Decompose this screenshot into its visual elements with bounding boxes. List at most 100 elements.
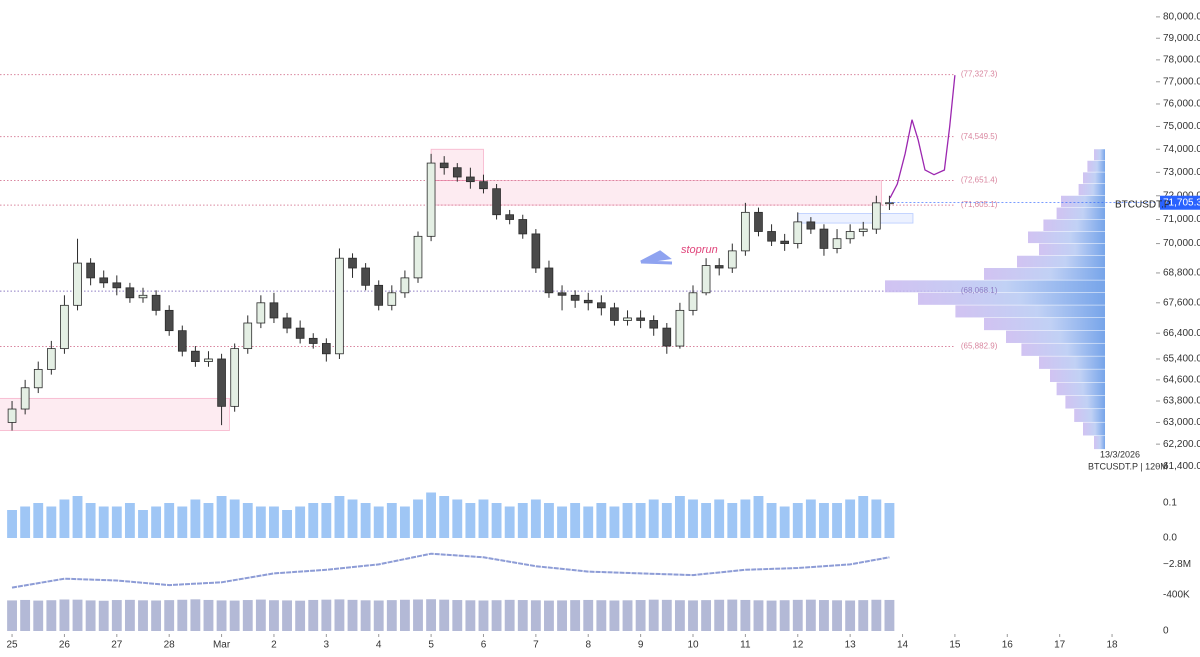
oscillator-bar	[7, 600, 17, 631]
volume-profile-bar	[1094, 149, 1105, 161]
candle-body	[426, 162, 436, 237]
candle-body	[191, 350, 200, 362]
level-label: (74,549.5)	[961, 132, 998, 141]
volume-bar	[530, 499, 541, 538]
candle-body	[217, 358, 226, 407]
x-tick-label: 27	[111, 640, 123, 651]
x-tick-label: 12	[792, 640, 804, 651]
oscillator-bar	[661, 599, 672, 631]
candle-body	[858, 228, 868, 232]
candle-body	[177, 330, 187, 352]
x-tick-label: 5	[428, 640, 434, 651]
oscillator-bar	[544, 600, 554, 631]
x-tick-label: 10	[687, 640, 699, 651]
volume-bar	[688, 499, 698, 538]
volume-bar	[282, 510, 292, 538]
oscillator-bar	[845, 600, 856, 631]
candle-body	[610, 307, 619, 321]
x-tick-label: 7	[533, 640, 539, 651]
y-tick-label: 65,400.0	[1163, 354, 1200, 365]
candle-body	[348, 257, 357, 269]
volume-bar	[413, 499, 423, 538]
oscillator-bar	[557, 600, 567, 631]
volume-bar	[72, 496, 83, 538]
candle-body	[20, 387, 30, 410]
volume-profile-bar	[984, 317, 1105, 331]
candle-body	[688, 292, 698, 311]
y-tick-label: 80,000.0	[1163, 12, 1200, 23]
volume-bar	[164, 503, 175, 538]
oscillator-bar	[819, 600, 829, 631]
oscillator-bar	[884, 599, 895, 631]
oscillator-bar	[871, 599, 882, 631]
candle-body	[466, 176, 475, 183]
x-tick-label: 9	[638, 640, 644, 651]
volume-bar	[596, 503, 607, 538]
level-label: (68,068.1)	[961, 286, 998, 295]
volume-profile-bar	[1039, 243, 1105, 256]
x-tick-label: 3	[324, 640, 330, 651]
candle-body	[479, 181, 488, 190]
candle-body	[845, 231, 855, 240]
oscillator-bar	[740, 599, 751, 631]
volume-bar	[609, 506, 620, 538]
indicator-tick-label: −2.8M	[1163, 559, 1191, 570]
x-tick-label: 17	[1054, 640, 1066, 651]
oscillator-bar	[360, 600, 371, 631]
y-tick-label: 70,000.0	[1163, 238, 1200, 249]
volume-bar	[648, 499, 659, 538]
oscillator-bar	[648, 599, 659, 631]
candle-body	[47, 348, 56, 370]
volume-bar	[557, 506, 567, 538]
volume-bar	[216, 496, 227, 538]
y-tick-label: 63,800.0	[1163, 396, 1200, 407]
y-tick-label: 71,000.0	[1163, 214, 1200, 225]
y-tick-label: 77,000.0	[1163, 76, 1200, 87]
volume-profile-bar	[1056, 207, 1105, 220]
oscillator-bar	[688, 600, 698, 631]
candle-body	[73, 262, 82, 306]
volume-bar	[229, 499, 240, 538]
x-tick-label: 15	[949, 640, 961, 651]
candle-body	[256, 302, 266, 324]
candle-body	[151, 294, 161, 311]
volume-bar	[779, 506, 790, 538]
oscillator-bar	[452, 600, 463, 631]
volume-bar	[635, 503, 646, 538]
volume-bar	[269, 506, 279, 538]
candle-body	[400, 277, 410, 294]
volume-bar	[151, 506, 162, 538]
x-tick-label: 6	[481, 640, 487, 651]
oscillator-bar	[832, 600, 842, 631]
oscillator-bar	[229, 600, 240, 631]
candle-body	[164, 309, 174, 332]
candle-body	[452, 167, 462, 178]
oscillator-bar	[426, 599, 437, 631]
volume-profile-bar	[955, 305, 1105, 318]
annotation-arrow	[640, 250, 673, 265]
symbol-label: BTCUSDT.P	[1115, 200, 1171, 211]
candle-body	[767, 231, 776, 242]
volume-bar	[491, 503, 502, 538]
volume-bar	[714, 499, 725, 538]
candle-body	[806, 221, 816, 230]
volume-profile-bar	[1087, 160, 1105, 172]
oscillator-bar	[216, 600, 227, 631]
candle-body	[832, 238, 842, 249]
volume-bar	[845, 499, 856, 538]
level-label: (65,882.9)	[961, 342, 998, 351]
projection-line	[889, 75, 956, 199]
volume-bar	[98, 506, 109, 538]
candle-body	[636, 317, 645, 321]
volume-bar	[85, 503, 96, 538]
x-tick-label: 14	[897, 640, 909, 651]
oscillator-bar	[373, 600, 384, 631]
level-label: (71,605.1)	[961, 200, 998, 209]
volume-bar	[570, 503, 581, 538]
candle-body	[754, 211, 763, 232]
candle-body	[322, 343, 331, 355]
volume-bar	[517, 503, 528, 538]
volume-bar	[766, 503, 777, 538]
oscillator-tick-label: -400K	[1163, 590, 1190, 601]
x-tick-label: 28	[164, 640, 176, 651]
